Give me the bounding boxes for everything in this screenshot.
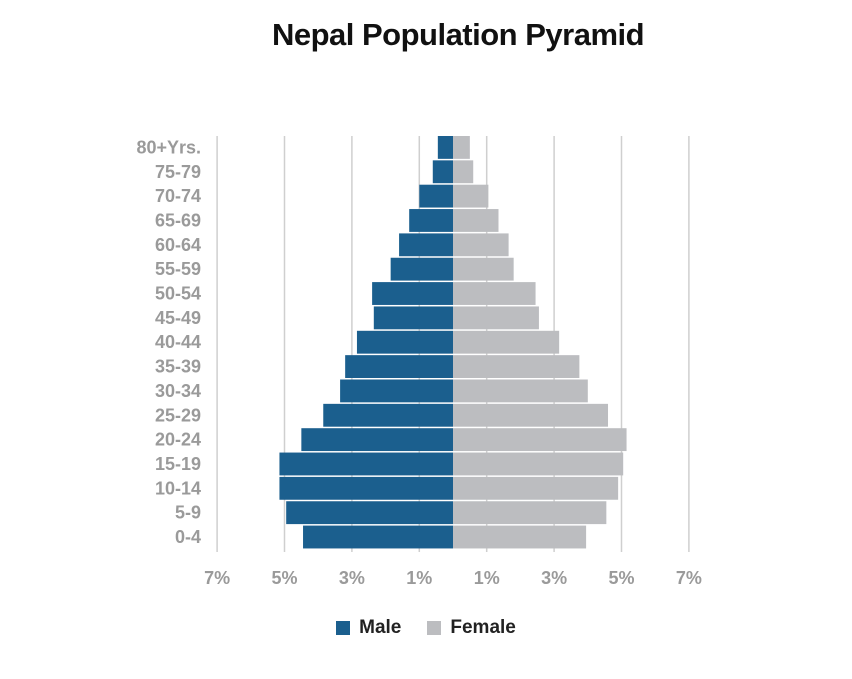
- bar-male: [409, 209, 453, 232]
- x-tick-label: 5%: [271, 568, 297, 588]
- category-label: 15-19: [155, 454, 201, 474]
- bar-male: [286, 501, 453, 525]
- legend-item-male[interactable]: Male: [336, 617, 401, 639]
- bar-female: [453, 233, 509, 257]
- category-label: 10-14: [155, 478, 201, 498]
- category-label: 70-74: [155, 186, 201, 206]
- bar-female: [453, 160, 474, 184]
- bar-female: [453, 209, 499, 232]
- legend-swatch-female: [427, 621, 442, 635]
- legend-swatch-male: [336, 621, 351, 635]
- category-label: 50-54: [155, 284, 201, 304]
- category-label: 25-29: [155, 405, 201, 425]
- x-tick-label: 5%: [608, 568, 634, 588]
- bar-male: [373, 306, 453, 330]
- x-tick-label: 3%: [541, 568, 567, 588]
- bar-male: [372, 282, 453, 305]
- bar-female: [453, 525, 587, 549]
- bar-male: [390, 257, 453, 281]
- x-tick-label: 1%: [474, 568, 500, 588]
- bar-male: [432, 160, 453, 184]
- bar-female: [453, 306, 539, 330]
- bar-female: [453, 403, 609, 427]
- bar-female: [453, 452, 624, 476]
- category-label: 35-39: [155, 357, 201, 377]
- bar-male: [345, 355, 453, 378]
- bar-female: [453, 428, 627, 452]
- legend: Male Female: [0, 617, 852, 639]
- bar-female: [453, 184, 489, 208]
- category-label: 5-9: [175, 503, 201, 523]
- bar-male: [419, 184, 453, 208]
- bar-male: [340, 379, 453, 403]
- bar-female: [453, 330, 560, 354]
- category-label: 30-34: [155, 381, 201, 401]
- bar-female: [453, 136, 470, 159]
- bar-female: [453, 355, 580, 378]
- category-label: 40-44: [155, 332, 201, 352]
- bar-female: [453, 257, 514, 281]
- legend-label-male: Male: [359, 617, 402, 638]
- bar-female: [453, 476, 619, 500]
- bar-male: [303, 525, 453, 549]
- category-label: 45-49: [155, 308, 201, 328]
- bar-male: [437, 136, 453, 159]
- category-label: 20-24: [155, 430, 201, 450]
- chart-title: Nepal Population Pyramid: [271, 17, 645, 52]
- x-tick-label: 1%: [406, 568, 432, 588]
- bar-male: [356, 330, 453, 354]
- bar-male: [301, 428, 453, 452]
- x-tick-label: 7%: [676, 568, 702, 588]
- bar-female: [453, 379, 588, 403]
- category-label: 65-69: [155, 210, 201, 230]
- bar-male: [279, 476, 453, 500]
- x-tick-label: 3%: [339, 568, 365, 588]
- bar-male: [399, 233, 453, 257]
- category-label: 55-59: [155, 259, 201, 279]
- category-label: 0-4: [175, 527, 201, 547]
- category-label: 75-79: [155, 162, 201, 182]
- category-label: 80+Yrs.: [136, 137, 201, 157]
- category-label: 60-64: [155, 235, 201, 255]
- bar-female: [453, 282, 536, 305]
- bar-male: [279, 452, 453, 476]
- legend-item-female[interactable]: Female: [427, 617, 516, 639]
- x-tick-label: 7%: [204, 568, 230, 588]
- legend-label-female: Female: [450, 617, 516, 638]
- bar-female: [453, 501, 607, 525]
- bar-male: [323, 403, 453, 427]
